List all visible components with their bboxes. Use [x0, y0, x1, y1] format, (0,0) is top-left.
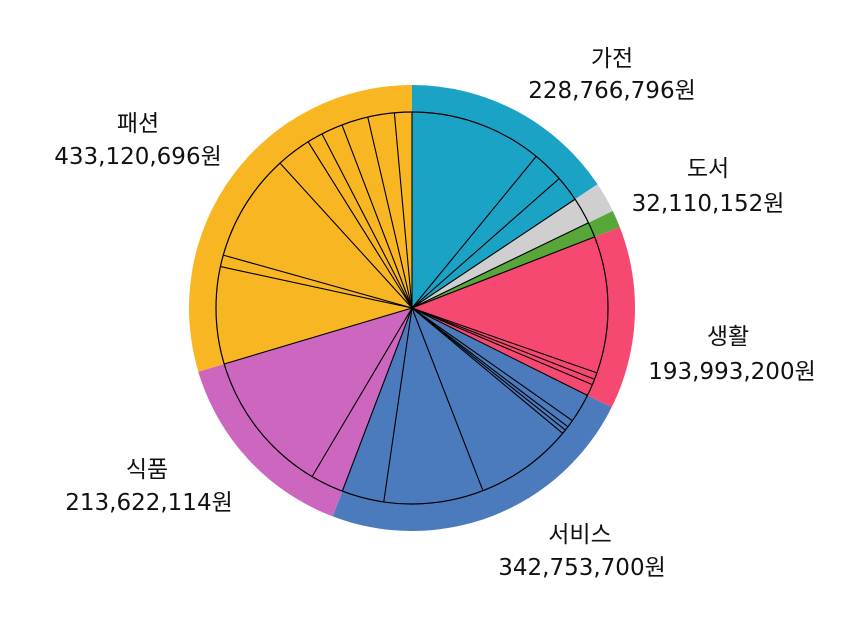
- sub-segment-boundary-5-0: [311, 307, 413, 477]
- sub-segment-boundary-6-3: [307, 141, 413, 309]
- inner-segment-group: [220, 112, 598, 503]
- sub-segment-boundary-6-6: [367, 116, 413, 309]
- pie-slice-3: [412, 227, 636, 408]
- pie-slice-5: [198, 308, 412, 517]
- pie-slice-6: [188, 85, 412, 372]
- slice-label-services: 서비스: [548, 522, 611, 548]
- sub-segment-boundary-3-1: [411, 307, 595, 380]
- slice-value-services: 342,753,700원: [498, 555, 665, 581]
- sub-segment-boundary-3-0: [411, 307, 598, 374]
- sub-segment-boundary-0-1: [411, 178, 560, 309]
- sub-segment-boundary-4-0: [411, 307, 573, 422]
- slice-label-food: 식품: [126, 457, 168, 483]
- sub-segment-boundary-4-2: [411, 307, 566, 431]
- slice-label-living: 생활: [707, 324, 749, 350]
- slice-boundary-3: [411, 236, 595, 309]
- inner-ring: [215, 111, 609, 505]
- slice-boundary-6: [224, 307, 413, 365]
- slice-label-appliances: 가전: [591, 46, 633, 72]
- pie-slice-2: [412, 210, 620, 308]
- slice-value-living: 193,993,200원: [648, 359, 815, 385]
- slice-value-food: 213,622,114원: [65, 490, 232, 516]
- sub-segment-boundary-6-7: [393, 112, 413, 309]
- slice-label-books: 도서: [687, 156, 729, 182]
- slice-boundary-1: [411, 198, 576, 309]
- slice-boundary-2: [411, 222, 589, 309]
- slice-value-appliances: 228,766,796원: [528, 78, 695, 104]
- sub-segment-boundary-4-4: [411, 307, 484, 491]
- pie-slice-1: [412, 184, 613, 308]
- slice-boundary-4: [411, 307, 588, 396]
- sub-segment-boundary-6-1: [223, 254, 413, 309]
- sub-segment-boundary-3-2: [411, 307, 593, 386]
- slice-boundary-5: [341, 307, 413, 492]
- slice-value-books: 32,110,152원: [632, 191, 785, 217]
- sub-segment-boundary-6-5: [341, 124, 413, 309]
- slice-value-fashion: 433,120,696원: [54, 144, 221, 170]
- sub-segment-boundary-6-2: [279, 162, 413, 309]
- sub-segment-boundary-6-4: [321, 133, 413, 309]
- pie-slice-4: [332, 308, 612, 531]
- sub-segment-boundary-0-0: [411, 156, 537, 309]
- sub-segment-boundary-4-3: [411, 307, 564, 434]
- sub-segment-boundary-4-5: [383, 307, 413, 503]
- sub-segment-boundary-6-0: [220, 266, 413, 309]
- sub-segment-boundary-4-1: [411, 307, 569, 428]
- slice-label-fashion: 패션: [117, 111, 159, 137]
